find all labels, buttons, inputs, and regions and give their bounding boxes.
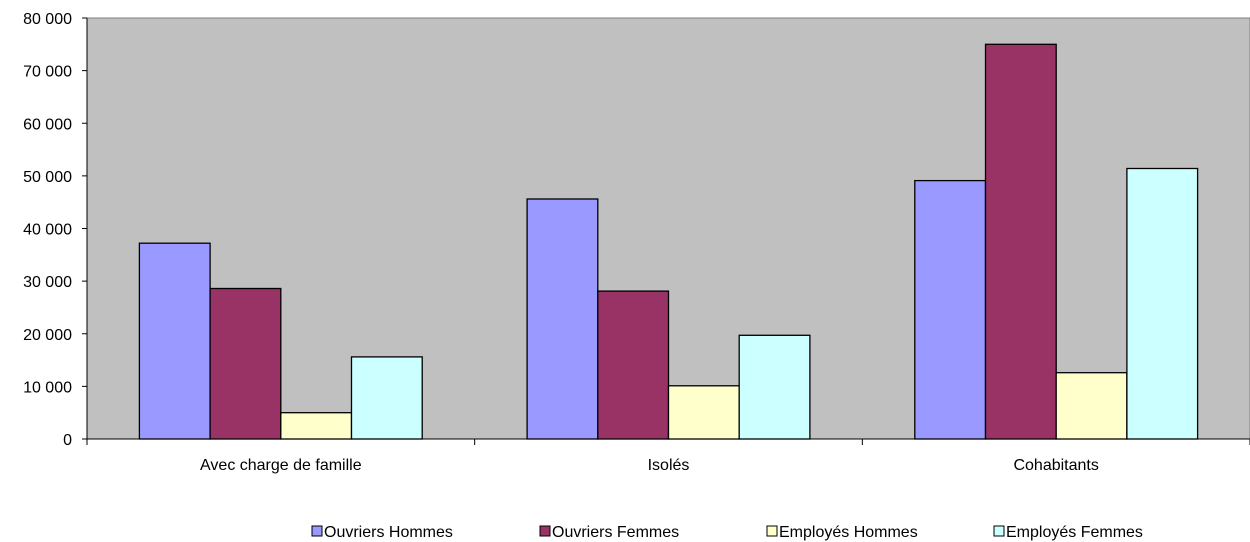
bar-1-3: [914, 179, 987, 440]
y-tick-label: 40 000: [23, 222, 72, 239]
bar-3-2: [667, 385, 740, 440]
legend-swatch: [311, 525, 323, 537]
y-tick-label: 0: [63, 432, 72, 449]
bar-2-2: [597, 290, 670, 440]
bar-2-3: [984, 43, 1057, 440]
bar-4-2: [738, 334, 811, 440]
y-tick-label: 70 000: [23, 64, 72, 81]
bar-3-1: [280, 412, 353, 440]
legend: Ouvriers Hommes Ouvriers Femmes Employés H…: [311, 524, 1143, 541]
y-tick-label: 50 000: [23, 169, 72, 186]
legend-label: Ouvriers Femmes: [552, 524, 679, 541]
x-tick-label: Cohabitants: [1013, 457, 1098, 474]
y-tick-label: 20 000: [23, 327, 72, 344]
legend-label: Ouvriers Hommes: [324, 524, 453, 541]
y-tick-label: 30 000: [23, 274, 72, 291]
bar-4-1: [350, 356, 423, 440]
x-tick-label: Isolés: [648, 457, 690, 474]
bar-3-3: [1055, 372, 1128, 440]
bar-1-1: [138, 242, 211, 440]
legend-swatch: [539, 525, 551, 537]
y-tick-label: 10 000: [23, 379, 72, 396]
x-tick-label: Avec charge de famille: [200, 457, 362, 474]
legend-label: Employés Hommes: [779, 524, 918, 541]
axes: 0 10 000 20 000 30 000 40 000 50 000 60 000 70 …: [23, 11, 1250, 474]
y-tick-label: 80 000: [23, 11, 72, 28]
bar-2-1: [209, 287, 282, 440]
y-tick-label: 60 000: [23, 116, 72, 133]
legend-label: Employés Femmes: [1006, 524, 1143, 541]
legend-swatch: [766, 525, 778, 537]
bar-4-3: [1126, 167, 1199, 440]
bar-1-2: [526, 198, 599, 440]
legend-swatch: [993, 525, 1005, 537]
bars-layer: [138, 43, 1199, 440]
